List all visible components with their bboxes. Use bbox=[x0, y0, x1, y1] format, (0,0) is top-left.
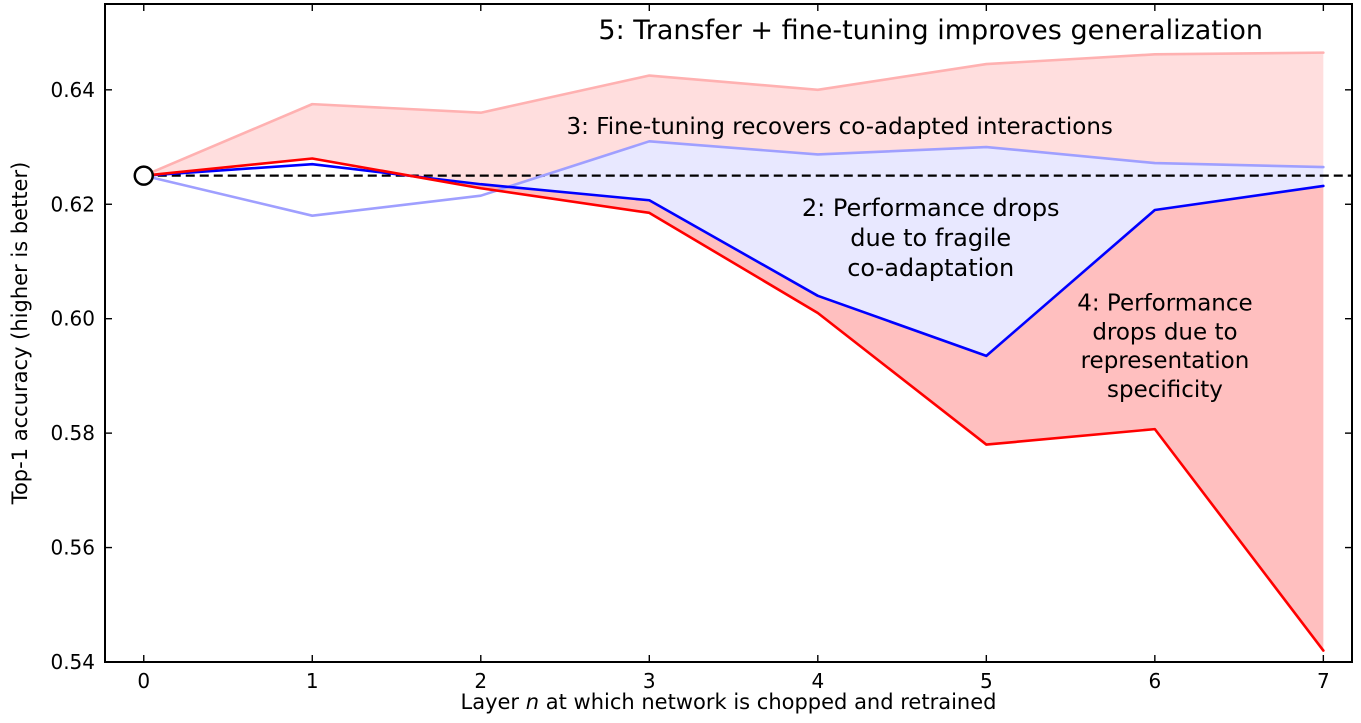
y-tick-label: 0.64 bbox=[50, 78, 95, 102]
x-tick-label: 4 bbox=[811, 669, 824, 693]
x-tick-label: 3 bbox=[643, 669, 656, 693]
y-tick-label: 0.58 bbox=[50, 421, 95, 445]
x-axis-label: Layer n at which network is chopped and … bbox=[461, 690, 997, 714]
annotation-5: 5: Transfer + fine-tuning improves gener… bbox=[598, 15, 1263, 46]
y-tick-label: 0.60 bbox=[50, 307, 95, 331]
x-tick-label: 0 bbox=[137, 669, 150, 693]
baseline-open-circle-marker bbox=[133, 165, 155, 186]
series-line-representation-specificity bbox=[142, 157, 1325, 652]
series-line-transfer-plus-finetune bbox=[142, 51, 1325, 177]
region-fill-region-5-transfer-finetune bbox=[143, 52, 1324, 191]
region-fill-region-2-fragile-coadaptation bbox=[143, 141, 1324, 356]
y-tick-label: 0.56 bbox=[50, 536, 95, 560]
x-tick-label: 1 bbox=[306, 669, 319, 693]
y-tick-label: 0.54 bbox=[50, 650, 95, 674]
series-line-finetune-recovers bbox=[142, 140, 1325, 217]
annotation-4: 4: Performance drops due to representation… bbox=[1077, 291, 1252, 403]
x-tick-label: 6 bbox=[1148, 669, 1161, 693]
y-axis-label: Top-1 accuracy (higher is better) bbox=[8, 162, 32, 506]
x-tick-label: 5 bbox=[980, 669, 993, 693]
x-tick-label: 7 bbox=[1317, 669, 1330, 693]
y-tick-label: 0.62 bbox=[50, 192, 95, 216]
x-tick-label: 2 bbox=[474, 669, 487, 693]
annotation-2: 2: Performance drops due to fragile co-ada… bbox=[802, 194, 1060, 282]
annotation-3: 3: Fine-tuning recovers co-adapted inter… bbox=[567, 114, 1113, 140]
plot-frame bbox=[104, 3, 1353, 663]
series-line-fragile-coadaptation bbox=[142, 162, 1325, 358]
